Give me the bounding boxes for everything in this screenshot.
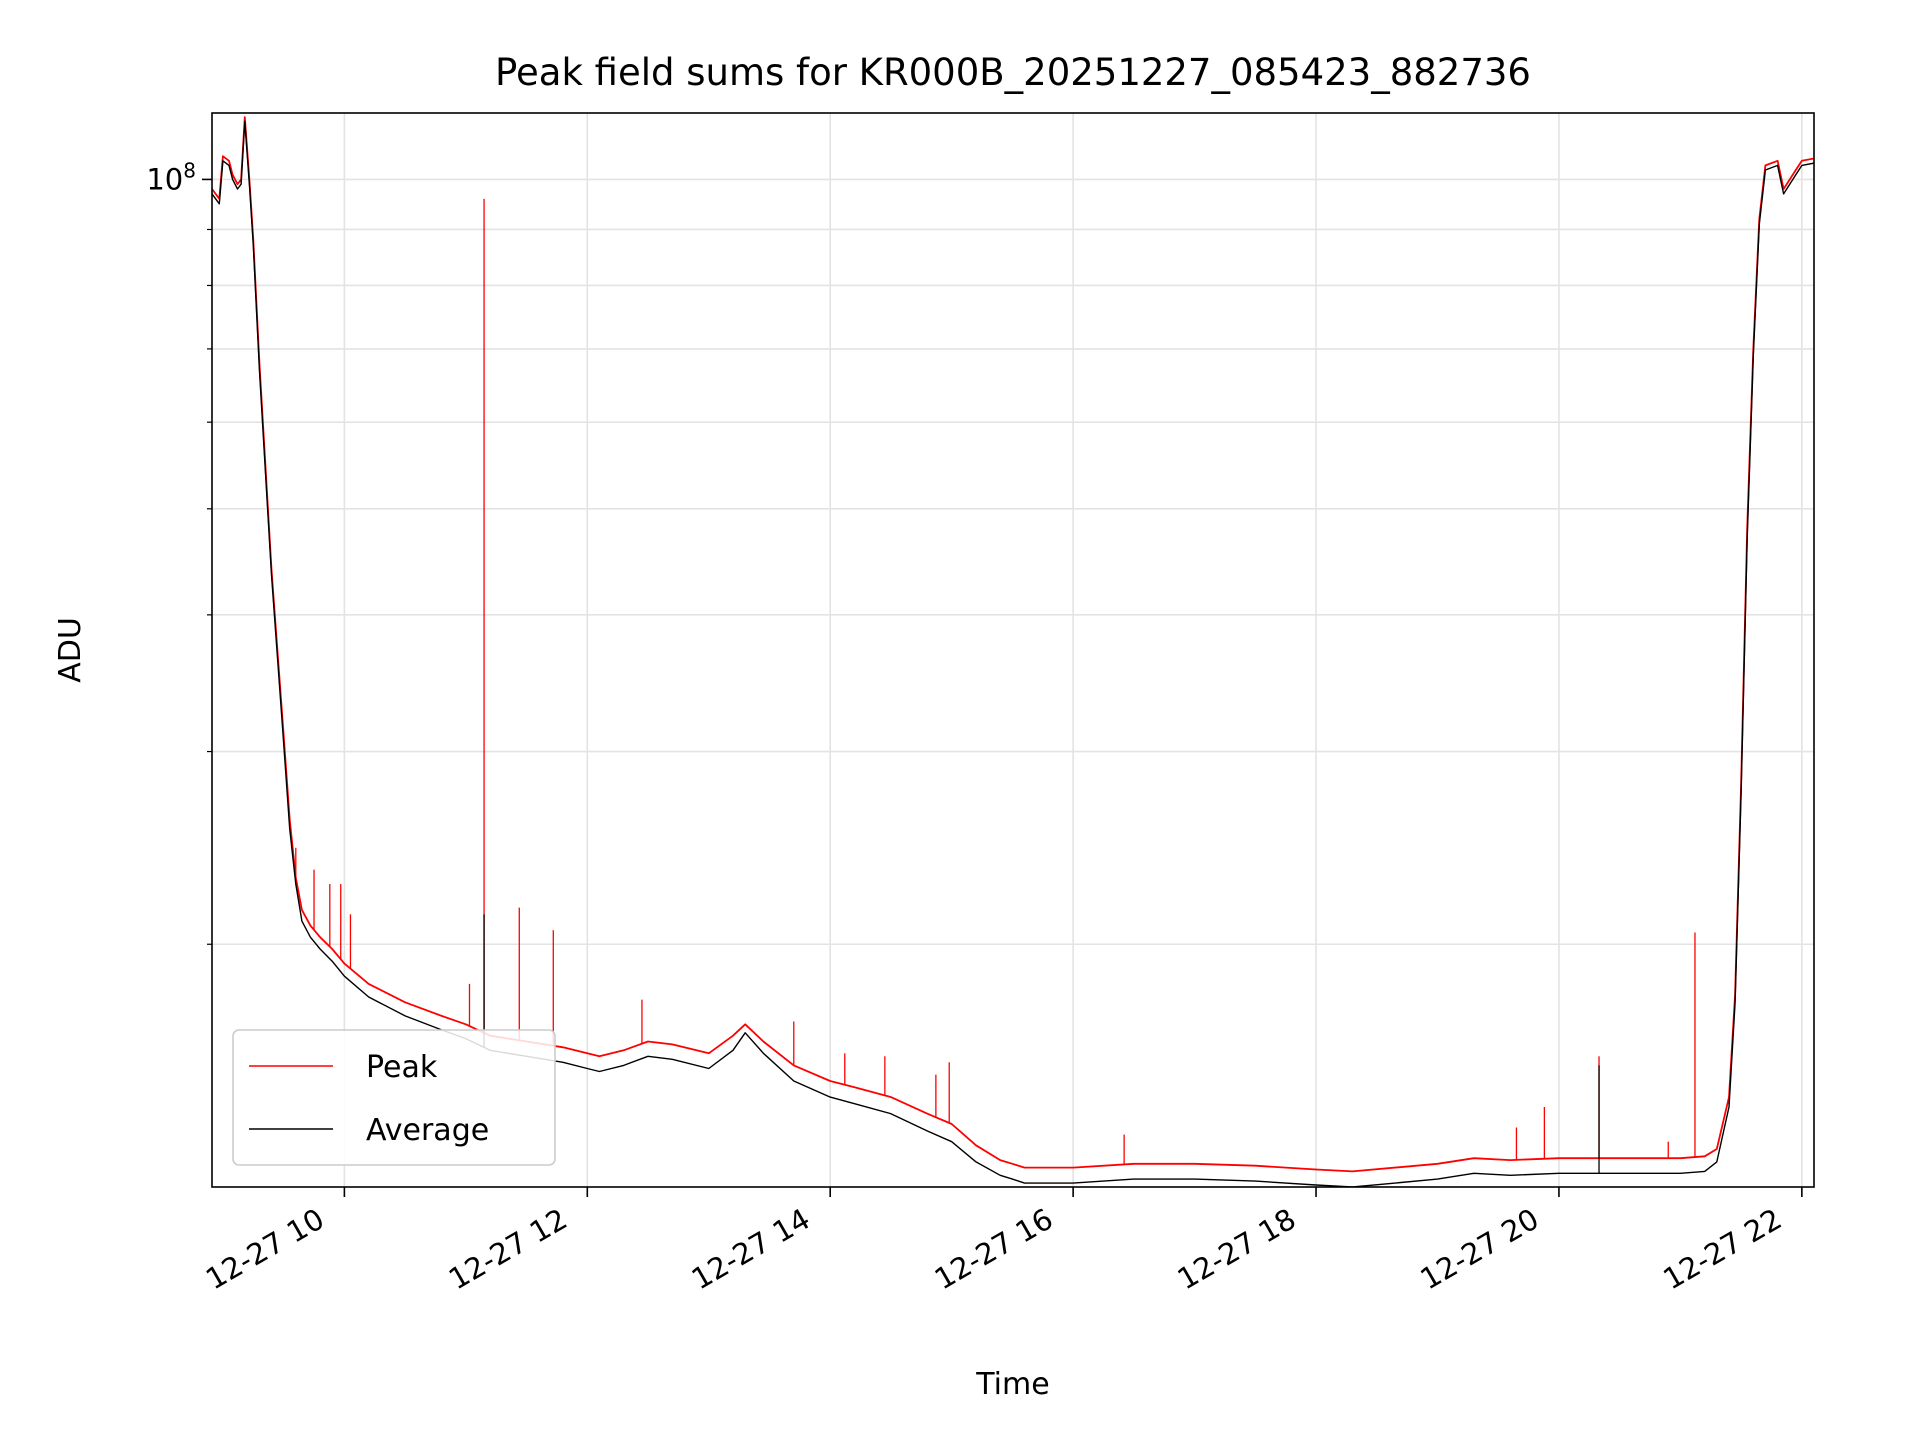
chart-title: Peak field sums for KR000B_20251227_0854… (495, 51, 1531, 94)
legend-average-label: Average (366, 1113, 489, 1148)
series-layer (212, 116, 1814, 1187)
y-tick-label: 108 (146, 158, 196, 196)
x-axis-label: Time (975, 1367, 1049, 1402)
plot-frame (211, 112, 1815, 1188)
legend: Peak Average (232, 1029, 556, 1166)
legend-peak-label: Peak (366, 1050, 438, 1085)
series-line-average (212, 120, 1814, 1187)
legend-box (232, 1029, 556, 1166)
y-axis-label: ADU (53, 617, 88, 683)
grid (212, 113, 1814, 1187)
